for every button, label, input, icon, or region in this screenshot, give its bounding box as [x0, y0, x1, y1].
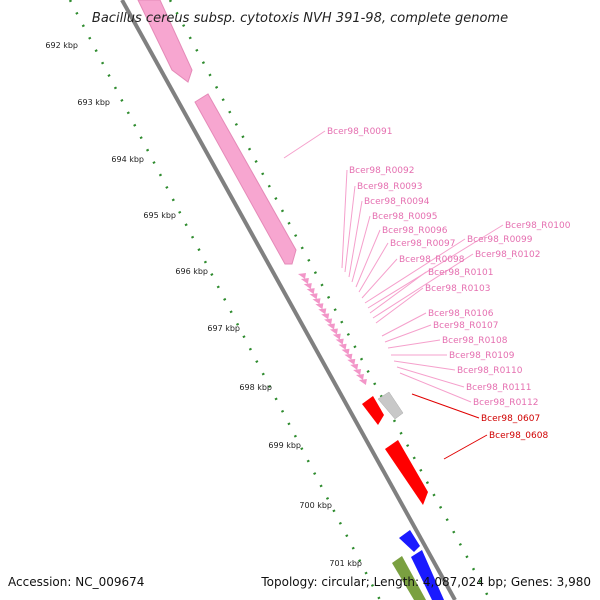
pseudo-gene-gray	[377, 391, 404, 420]
trna-arrow	[358, 379, 367, 386]
kbp-label: 698 kbp	[239, 383, 272, 392]
trna-arrow	[356, 374, 364, 380]
leader-line	[358, 242, 389, 293]
gene-label: Bcer98_R0095	[372, 212, 437, 222]
trna-arrow	[300, 278, 309, 285]
trna-arrow	[303, 283, 312, 290]
rrna-gene-block-2	[194, 93, 297, 265]
kbp-label: 692 kbp	[45, 41, 78, 50]
cds-olive	[392, 556, 426, 600]
trna-arrow	[327, 323, 335, 330]
leader-line	[355, 229, 381, 288]
gene-label: Bcer98_R0096	[382, 226, 448, 236]
trna-arrow	[306, 288, 315, 295]
gene-label: Bcer98_R0101	[428, 268, 493, 278]
leader-line	[361, 258, 398, 299]
trna-arrow	[315, 303, 324, 310]
leader-line	[443, 434, 488, 460]
gene-label: Bcer98_R0102	[475, 250, 540, 260]
trna-arrow	[312, 298, 321, 305]
gene-label: Bcer98_R0108	[442, 336, 508, 346]
leader-line	[364, 238, 466, 304]
gene-label: Bcer98_R0100	[505, 221, 571, 231]
gene-label: Bcer98_R0109	[449, 351, 515, 361]
trna-arrow	[298, 273, 306, 279]
cds-blue-1	[399, 530, 420, 552]
trna-arrow	[347, 358, 356, 365]
gene-label: Bcer98_R0111	[466, 383, 531, 393]
kbp-label: 697 kbp	[207, 324, 240, 333]
genome-backbone	[120, 0, 457, 600]
kbp-label: 693 kbp	[77, 98, 110, 107]
gene-label-cds: Bcer98_0607	[481, 414, 540, 424]
trna-arrow	[318, 308, 327, 315]
topology-text: Topology: circular; Length: 4,087,024 bp…	[260, 575, 591, 589]
leader-line	[381, 312, 427, 337]
gene-label: Bcer98_R0110	[457, 366, 523, 376]
trna-arrow	[329, 328, 338, 335]
cds-blue-2	[411, 550, 444, 600]
gene-label: Bcer98_R0091	[327, 127, 392, 137]
kbp-label: 700 kbp	[299, 501, 332, 510]
gene-label: Bcer98_R0092	[349, 166, 414, 176]
trna-arrow	[353, 368, 362, 375]
trna-arrow	[344, 353, 353, 360]
gene-label: Bcer98_R0099	[467, 235, 533, 245]
gene-labels: Bcer98_R0091 Bcer98_R0092 Bcer98_R0093 Bcer…	[327, 127, 571, 441]
leader-line	[393, 360, 456, 371]
gc-track-inner	[68, 0, 382, 600]
kbp-label: 694 kbp	[111, 155, 144, 164]
gene-label: Bcer98_R0106	[428, 309, 494, 319]
gene-label: Bcer98_R0097	[390, 239, 455, 249]
kbp-label: 695 kbp	[143, 211, 176, 220]
leader-line	[384, 324, 432, 343]
trna-arrow	[309, 293, 318, 300]
map-title: Bacillus cereus subsp. cytotoxis NVH 391…	[92, 11, 508, 26]
leader-line	[351, 215, 371, 283]
gc-track-outer	[168, 0, 492, 600]
gene-label-cds: Bcer98_0608	[489, 431, 548, 441]
leader-line	[411, 393, 480, 419]
trna-arrow	[332, 333, 341, 340]
leader-line	[369, 271, 427, 314]
leader-line	[372, 253, 474, 319]
kbp-label: 696 kbp	[175, 267, 208, 276]
trna-arrow	[350, 363, 359, 370]
leader-line	[341, 169, 348, 269]
trna-arrow	[324, 318, 333, 325]
trna-arrow	[335, 338, 344, 345]
rrna-gene-block-1	[137, 0, 193, 83]
kbp-axis-labels: 692 kbp 693 kbp 694 kbp 695 kbp 696 kbp 697 k…	[45, 41, 362, 568]
gene-label: Bcer98_R0103	[425, 284, 490, 294]
leader-line	[387, 339, 441, 349]
kbp-label: 699 kbp	[268, 441, 301, 450]
leader-line	[367, 224, 504, 309]
gene-label: Bcer98_R0094	[364, 197, 430, 207]
leader-line	[399, 372, 472, 403]
gene-label: Bcer98_R0098	[399, 255, 465, 265]
trna-arrow-cluster	[298, 273, 367, 386]
label-leader-lines	[283, 130, 504, 460]
trna-arrow	[341, 348, 350, 355]
trna-arrow	[338, 343, 347, 350]
cds-bcer98-0607	[362, 396, 384, 425]
gene-label: Bcer98_R0093	[357, 182, 422, 192]
leader-line	[344, 185, 356, 273]
leader-line	[375, 287, 424, 324]
trna-arrow	[321, 313, 330, 320]
cds-bcer98-0608	[385, 440, 428, 505]
accession-text: Accession: NC_009674	[8, 575, 144, 589]
leader-line	[348, 200, 363, 278]
leader-line	[396, 366, 465, 388]
kbp-label: 701 kbp	[329, 559, 362, 568]
leader-line	[283, 130, 326, 159]
gene-label: Bcer98_R0112	[473, 398, 538, 408]
gene-label: Bcer98_R0107	[433, 321, 498, 331]
